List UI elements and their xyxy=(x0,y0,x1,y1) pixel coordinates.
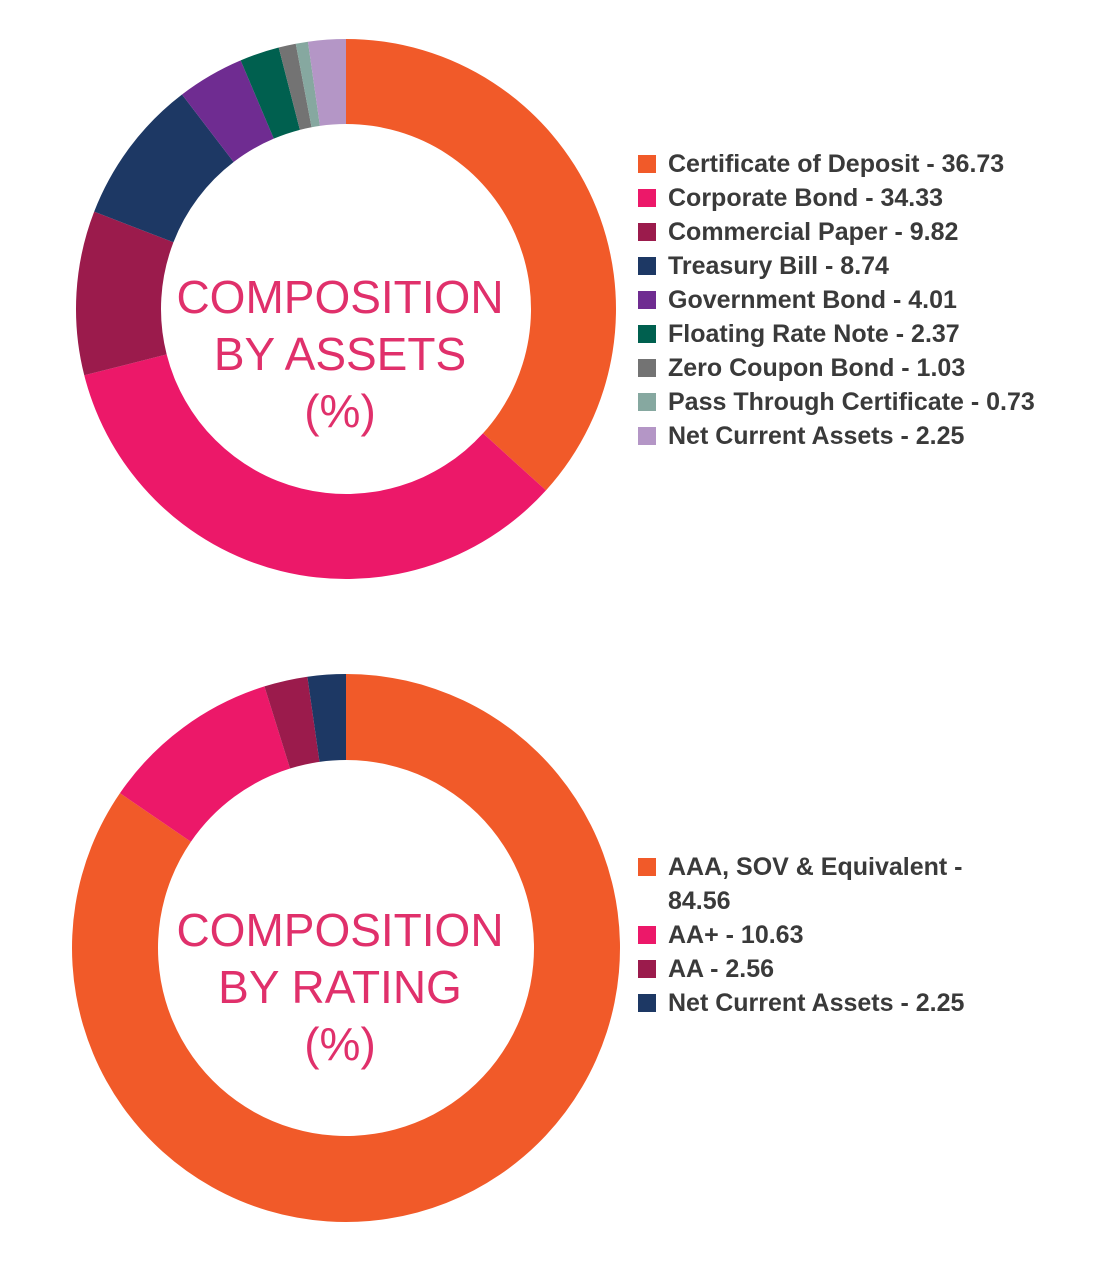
legend-item-pass-through-certificate: Pass Through Certificate - 0.73 xyxy=(638,385,1035,419)
legend-item-corporate-bond: Corporate Bond - 34.33 xyxy=(638,181,1035,215)
legend-swatch xyxy=(638,223,656,241)
legend-label: Net Current Assets - 2.25 xyxy=(668,989,965,1017)
legend-label: AAA, SOV & Equivalent - 84.56 xyxy=(668,853,963,915)
slice-treasury-bill xyxy=(94,94,234,243)
chart-title-line-3: (%) xyxy=(304,385,376,437)
chart-title-line-1: COMPOSITION xyxy=(176,904,503,956)
legend-item-zero-coupon-bond: Zero Coupon Bond - 1.03 xyxy=(638,351,1035,385)
composition-by-rating-chart: COMPOSITION BY RATING (%) AAA, SOV & Equ… xyxy=(0,640,1105,1262)
slice-certificate-of-deposit xyxy=(346,39,616,491)
legend-swatch xyxy=(638,858,656,876)
legend-item-aa: AA - 2.56 xyxy=(638,952,1008,986)
slice-floating-rate-note xyxy=(240,47,300,139)
legend-swatch xyxy=(638,393,656,411)
legend-label: AA+ - 10.63 xyxy=(668,921,804,949)
legend-swatch xyxy=(638,427,656,445)
slice-net-current-assets xyxy=(307,39,346,126)
legend-item-net-current-assets: Net Current Assets - 2.25 xyxy=(638,419,1035,453)
slice-corporate-bond xyxy=(84,354,546,579)
legend-item-net-current-assets: Net Current Assets - 2.25 xyxy=(638,986,1008,1020)
legend-label: AA - 2.56 xyxy=(668,955,775,983)
legend-label: Certificate of Deposit - 36.73 xyxy=(668,150,1005,178)
legend-swatch xyxy=(638,189,656,207)
legend-item-aa: AA+ - 10.63 xyxy=(638,918,1008,952)
legend-item-government-bond: Government Bond - 4.01 xyxy=(638,283,1035,317)
rating-donut: COMPOSITION BY RATING (%) xyxy=(71,674,620,1222)
legend-swatch xyxy=(638,994,656,1012)
assets-legend: Certificate of Deposit - 36.73 Corporate … xyxy=(638,147,1035,453)
legend-swatch xyxy=(638,257,656,275)
legend-item-aaa-sov-equivalent: AAA, SOV & Equivalent - 84.56 xyxy=(638,850,1008,918)
chart-title-line-3: (%) xyxy=(304,1018,376,1070)
legend-item-floating-rate-note: Floating Rate Note - 2.37 xyxy=(638,317,1035,351)
legend-label: Floating Rate Note - 2.37 xyxy=(668,320,960,348)
legend-label: Pass Through Certificate - 0.73 xyxy=(668,388,1035,416)
legend-swatch xyxy=(638,359,656,377)
legend-swatch xyxy=(638,155,656,173)
chart-title-line-2: BY RATING xyxy=(218,961,462,1013)
assets-donut: COMPOSITION BY ASSETS (%) xyxy=(75,39,616,579)
slice-aaa-sov-equivalent xyxy=(71,674,620,1222)
slice-pass-through-certificate xyxy=(295,41,320,128)
legend-swatch xyxy=(638,325,656,343)
legend-label: Zero Coupon Bond - 1.03 xyxy=(668,354,966,382)
rating-legend: AAA, SOV & Equivalent - 84.56 AA+ - 10.63… xyxy=(638,850,1008,1020)
legend-label: Net Current Assets - 2.25 xyxy=(668,422,965,450)
legend-item-commercial-paper: Commercial Paper - 9.82 xyxy=(638,215,1035,249)
slice-net-current-assets xyxy=(307,674,346,762)
legend-label: Treasury Bill - 8.74 xyxy=(668,252,889,280)
legend-label: Corporate Bond - 34.33 xyxy=(668,184,944,212)
legend-swatch xyxy=(638,291,656,309)
slice-aa xyxy=(119,686,291,842)
slice-aa xyxy=(264,676,320,769)
legend-label: Government Bond - 4.01 xyxy=(668,286,957,314)
legend-item-treasury-bill: Treasury Bill - 8.74 xyxy=(638,249,1035,283)
legend-label: Commercial Paper - 9.82 xyxy=(668,218,959,246)
legend-swatch xyxy=(638,926,656,944)
chart-title-line-2: BY ASSETS xyxy=(214,328,466,380)
legend-item-certificate-of-deposit: Certificate of Deposit - 36.73 xyxy=(638,147,1035,181)
slice-commercial-paper xyxy=(75,211,174,376)
composition-by-assets-chart: COMPOSITION BY ASSETS (%) Certificate of… xyxy=(0,0,1105,620)
slice-zero-coupon-bond xyxy=(278,43,312,130)
chart-title-line-1: COMPOSITION xyxy=(176,271,503,323)
legend-swatch xyxy=(638,960,656,978)
slice-government-bond xyxy=(182,60,274,163)
